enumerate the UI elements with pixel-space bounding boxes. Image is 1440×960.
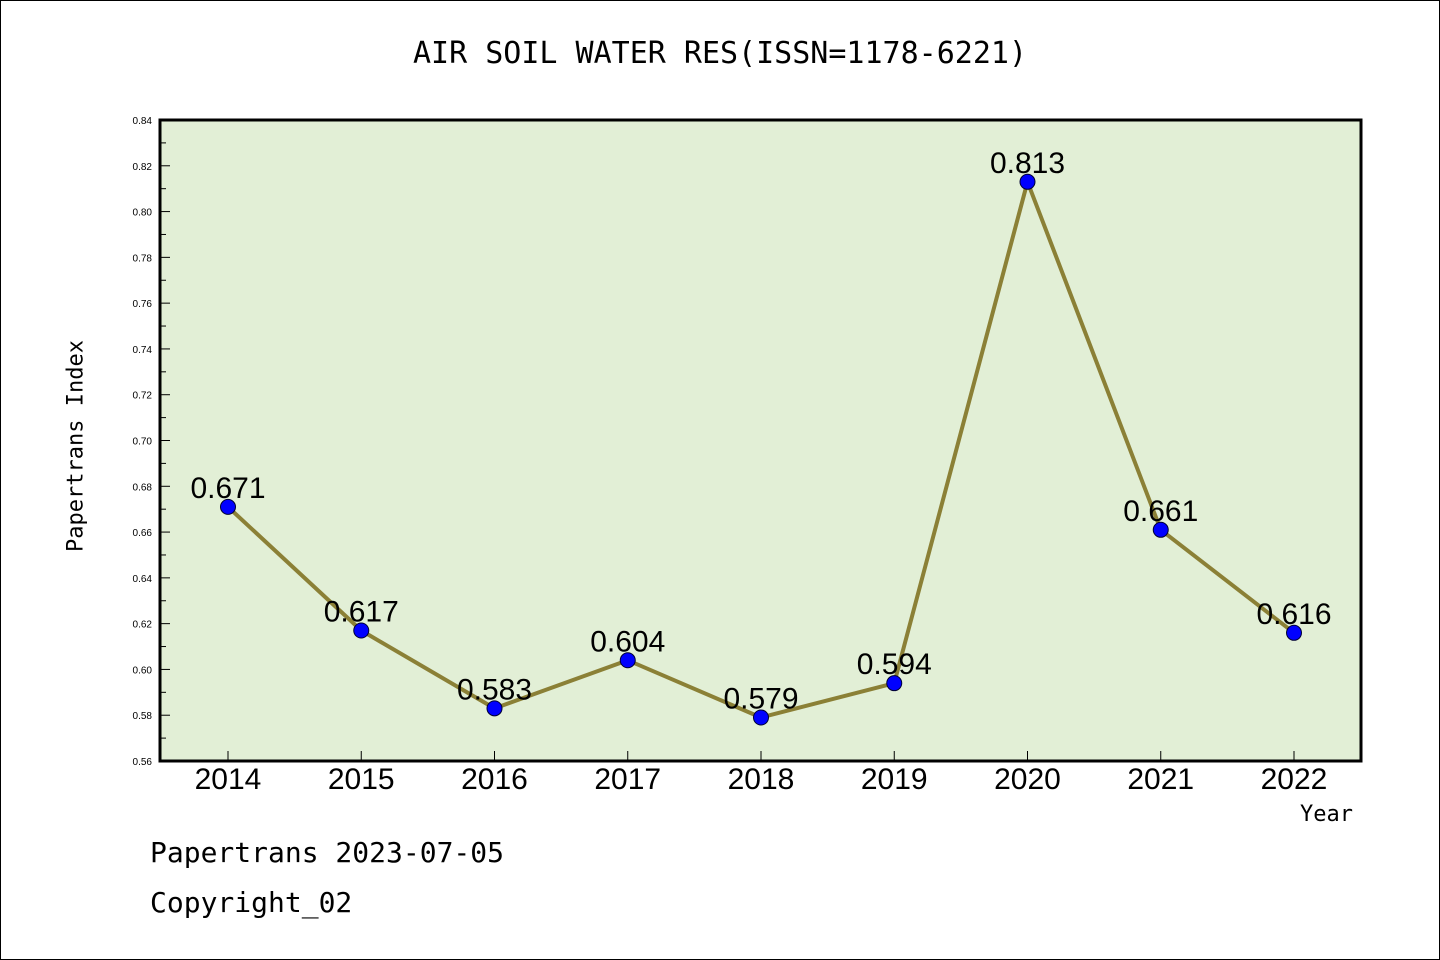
x-tick-label: 2022	[1261, 763, 1328, 796]
y-tick-label: 0.62	[133, 620, 153, 631]
y-tick-label: 0.70	[133, 437, 153, 448]
x-tick-label: 2018	[728, 763, 795, 796]
footer-date: Papertrans 2023-07-05	[150, 836, 505, 869]
data-label: 0.594	[857, 648, 932, 681]
data-point	[753, 709, 769, 726]
data-point	[220, 498, 236, 515]
x-tick-label: 2019	[861, 763, 928, 796]
y-tick-label: 0.68	[133, 482, 153, 493]
x-tick-label: 2016	[461, 763, 528, 796]
chart-title: AIR SOIL WATER RES(ISSN=1178-6221)	[412, 36, 1028, 71]
x-tick-label: 2014	[195, 763, 262, 796]
data-label: 0.671	[190, 472, 265, 505]
data-label: 0.813	[990, 147, 1065, 180]
y-tick-label: 0.82	[133, 162, 153, 173]
data-point	[353, 622, 370, 639]
y-tick-label: 0.56	[133, 757, 153, 768]
y-tick-label: 0.60	[133, 665, 153, 676]
x-axis-ticks: 2014 2015 2016 2017 2018 2019 2020 2021 2022	[195, 751, 1328, 796]
y-tick-label: 0.80	[133, 208, 153, 219]
x-axis-label: Year	[1300, 802, 1353, 827]
y-tick-label: 0.76	[133, 299, 153, 310]
y-tick-label: 0.78	[133, 253, 153, 264]
plot-border	[158, 118, 1363, 763]
data-label: 0.616	[1256, 598, 1331, 631]
data-label: 0.661	[1123, 495, 1198, 528]
series-layer: 0.671 0.617 0.583 0.604 0.579 0.594 0.813 0.661…	[190, 147, 1332, 726]
data-point	[1286, 624, 1302, 641]
data-point	[619, 652, 636, 669]
y-tick-label: 0.84	[133, 116, 153, 127]
data-label: 0.579	[723, 683, 798, 716]
y-tick-label: 0.74	[133, 345, 153, 356]
y-tick-label: 0.58	[133, 711, 153, 722]
x-tick-label: 2020	[994, 763, 1061, 796]
data-point	[1152, 521, 1169, 538]
plot-area	[160, 120, 1361, 761]
y-tick-label: 0.64	[133, 574, 153, 585]
data-label: 0.583	[457, 673, 532, 706]
data-point	[886, 675, 903, 692]
y-axis-label: Papertrans Index	[63, 340, 89, 552]
footer-copyright: Copyright_02	[150, 886, 353, 919]
x-tick-label: 2015	[328, 763, 395, 796]
x-tick-label: 2021	[1127, 763, 1194, 796]
data-point	[486, 700, 503, 717]
data-point	[1019, 173, 1036, 190]
y-tick-label: 0.66	[133, 528, 153, 539]
x-tick-label: 2017	[594, 763, 661, 796]
y-tick-label: 0.72	[133, 391, 153, 402]
data-label: 0.617	[324, 596, 399, 629]
data-label: 0.604	[590, 625, 665, 658]
